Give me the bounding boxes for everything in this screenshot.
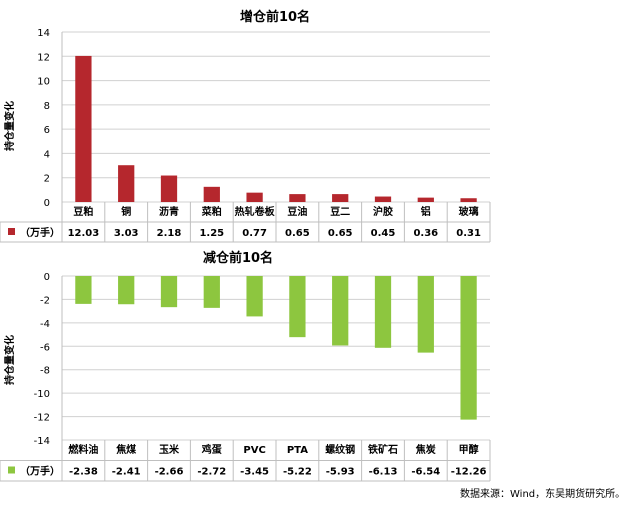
value-label: 12.03 xyxy=(68,228,100,239)
category-label: 焦炭 xyxy=(415,443,436,456)
y-tick-label: 0 xyxy=(44,198,50,209)
chart-title: 增仓前10名 xyxy=(240,9,310,25)
y-tick-label: 4 xyxy=(44,149,50,160)
y-tick-label: -2 xyxy=(40,295,50,306)
bar xyxy=(332,194,349,202)
bar xyxy=(417,197,434,202)
value-label: 0.65 xyxy=(328,228,353,239)
chart-title: 减仓前10名 xyxy=(203,250,273,266)
y-tick-label: -14 xyxy=(34,436,50,447)
category-label: 豆粕 xyxy=(73,205,93,218)
bar xyxy=(460,198,477,202)
y-tick-label: 14 xyxy=(37,28,50,39)
value-label: -5.22 xyxy=(283,467,312,478)
value-label: -3.45 xyxy=(240,467,269,478)
value-label: -2.72 xyxy=(197,467,226,478)
bar xyxy=(460,276,477,420)
bar xyxy=(203,186,220,202)
y-axis-label: 持仓量变化 xyxy=(3,101,16,151)
source-note: 数据来源：Wind，东吴期货研究所。 xyxy=(460,487,625,500)
category-label: 豆油 xyxy=(287,205,307,218)
bars xyxy=(75,276,477,420)
category-label: 菜粕 xyxy=(201,205,222,218)
bar xyxy=(374,196,392,202)
y-tick-label: 6 xyxy=(44,125,50,136)
data-table: （万手） 燃料油 -2.38 焦煤 -2.41 玉米 -2.66 鸡蛋 -2.72 PVC -3.4… xyxy=(0,440,491,482)
bar xyxy=(118,276,135,305)
value-label: 2.18 xyxy=(157,228,182,239)
bars xyxy=(75,55,477,202)
category-label: 沥青 xyxy=(159,205,179,218)
bar xyxy=(75,55,92,202)
category-label: 焦煤 xyxy=(115,443,136,456)
y-tick-label: 10 xyxy=(37,77,50,88)
category-label: PVC xyxy=(243,445,265,456)
category-label: 玻璃 xyxy=(459,205,479,218)
value-label: -2.38 xyxy=(69,467,98,478)
increase-chart: 增仓前10名 持仓量变化 14 12 10 8 6 4 2 0 （万手） 豆粕 12.03 铜 3.0… xyxy=(0,9,491,243)
value-label: -6.13 xyxy=(369,467,398,478)
bar xyxy=(160,276,178,308)
category-label: 豆二 xyxy=(330,206,350,218)
value-label: 0.36 xyxy=(413,228,438,239)
value-label: -12.26 xyxy=(451,467,487,478)
category-label: PTA xyxy=(287,445,308,456)
value-label: -6.54 xyxy=(411,467,440,478)
value-label: 0.77 xyxy=(242,228,267,239)
data-table: （万手） 豆粕 12.03 铜 3.03 沥青 2.18 菜粕 1.25 热轧卷板 0.77 豆油 0.… xyxy=(0,202,491,243)
category-label: 鸡蛋 xyxy=(201,443,222,456)
bar xyxy=(246,192,263,202)
category-label: 铜 xyxy=(121,205,131,218)
category-label: 玉米 xyxy=(159,443,180,456)
legend-swatch xyxy=(8,228,15,235)
y-tick-labels: 14 12 10 8 6 4 2 0 xyxy=(37,28,50,209)
bar xyxy=(289,194,306,202)
value-label: 0.45 xyxy=(371,228,396,239)
y-tick-label: -8 xyxy=(40,366,50,377)
legend-label: （万手） xyxy=(20,226,60,239)
bar xyxy=(160,175,178,202)
bar xyxy=(417,276,434,353)
category-label: 燃料油 xyxy=(68,443,98,456)
category-label: 铝 xyxy=(421,205,431,218)
legend-label: （万手） xyxy=(20,465,60,478)
value-label: 0.31 xyxy=(456,228,481,239)
value-label: -2.66 xyxy=(155,467,184,478)
value-label: 3.03 xyxy=(114,228,139,239)
y-tick-label: 2 xyxy=(44,174,50,185)
bar xyxy=(75,276,92,304)
y-tick-label: -10 xyxy=(34,389,50,400)
category-label: 螺纹钢 xyxy=(325,443,355,456)
category-label: 热轧卷板 xyxy=(235,205,276,218)
value-label: 1.25 xyxy=(199,228,224,239)
category-label: 甲醇 xyxy=(459,443,479,456)
bar xyxy=(203,276,220,308)
y-tick-label: -6 xyxy=(40,342,50,353)
bar xyxy=(332,276,349,346)
y-tick-labels: 0 -2 -4 -6 -8 -10 -12 -14 xyxy=(34,272,50,447)
category-label: 沪胶 xyxy=(373,205,393,218)
y-tick-label: 0 xyxy=(44,272,50,283)
value-label: -2.41 xyxy=(112,467,141,478)
y-tick-label: 8 xyxy=(44,101,50,112)
value-label: -5.93 xyxy=(326,467,355,478)
bar xyxy=(246,276,263,317)
bar xyxy=(289,276,306,338)
bar xyxy=(374,276,392,348)
value-label: 0.65 xyxy=(285,228,310,239)
decrease-chart: 减仓前10名 持仓量变化 0 -2 -4 -6 -8 -10 -12 -14 （万手） 燃料油 -… xyxy=(0,250,491,482)
category-label: 铁矿石 xyxy=(368,443,398,456)
y-tick-label: -12 xyxy=(34,413,50,424)
bar xyxy=(118,165,135,202)
y-tick-label: -4 xyxy=(40,319,50,330)
legend-swatch xyxy=(8,466,15,474)
y-axis-label: 持仓量变化 xyxy=(3,335,16,385)
y-tick-label: 12 xyxy=(37,52,50,63)
